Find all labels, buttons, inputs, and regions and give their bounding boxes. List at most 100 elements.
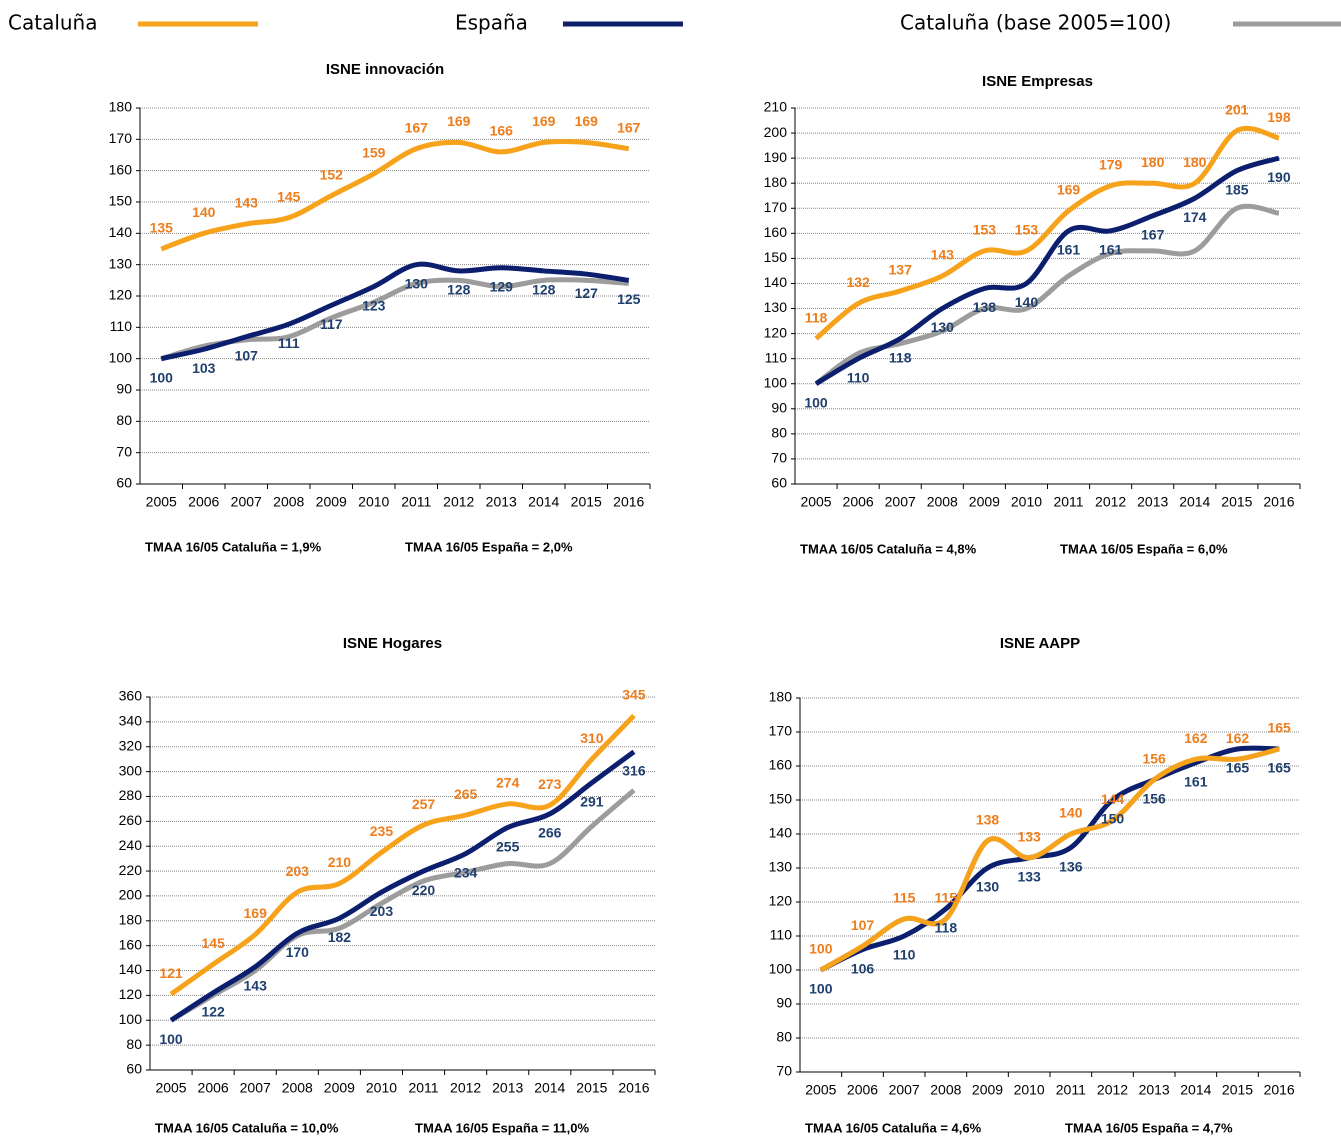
chart-title: ISNE Hogares: [343, 635, 442, 652]
data-label: 153: [1015, 222, 1039, 238]
data-label: 143: [931, 247, 955, 263]
data-label: 257: [412, 796, 436, 812]
x-tick-label: 2012: [450, 1080, 481, 1096]
data-label: 100: [150, 369, 174, 385]
y-tick-label: 80: [776, 1029, 792, 1045]
data-label: 162: [1226, 730, 1250, 746]
legend-label: Cataluña: [8, 11, 97, 35]
data-label: 123: [362, 297, 386, 313]
y-tick-label: 80: [126, 1036, 142, 1052]
y-tick-label: 100: [109, 349, 133, 365]
data-label: 166: [490, 123, 514, 139]
data-label: 266: [538, 825, 562, 841]
y-tick-label: 160: [769, 757, 793, 773]
data-label: 118: [805, 309, 828, 325]
series-line: [814, 125, 1280, 341]
x-tick-label: 2008: [282, 1080, 313, 1096]
data-label: 180: [1141, 154, 1165, 170]
data-label: 169: [244, 905, 268, 921]
y-tick-label: 360: [119, 688, 143, 704]
data-label: 310: [580, 730, 604, 746]
data-label: 265: [454, 786, 478, 802]
data-label: 145: [201, 935, 225, 951]
y-tick-label: 180: [769, 689, 793, 705]
x-tick-label: 2007: [231, 494, 262, 510]
x-tick-label: 2012: [443, 494, 474, 510]
data-label: 100: [804, 394, 828, 410]
x-tick-label: 2015: [1221, 494, 1252, 510]
data-label: 169: [1057, 181, 1081, 197]
data-label: 140: [1015, 294, 1039, 310]
x-tick-label: 2015: [571, 494, 602, 510]
y-tick-label: 150: [769, 791, 793, 807]
data-label: 100: [809, 981, 833, 997]
data-label: 203: [370, 903, 394, 919]
data-label: 110: [893, 947, 916, 963]
y-tick-label: 150: [109, 193, 133, 209]
y-tick-label: 90: [776, 995, 792, 1011]
x-tick-label: 2016: [1264, 1082, 1295, 1098]
data-label: 107: [851, 917, 875, 933]
x-tick-label: 2006: [843, 494, 874, 510]
series-line: [169, 788, 636, 1023]
data-label: 144: [1101, 791, 1125, 807]
legend-label: España: [455, 11, 528, 35]
x-tick-label: 2009: [324, 1080, 355, 1096]
data-label: 316: [622, 762, 646, 778]
series-line: [814, 203, 1280, 386]
data-label: 190: [1267, 169, 1291, 185]
y-tick-label: 140: [769, 825, 793, 841]
data-label: 132: [846, 274, 870, 290]
y-tick-label: 160: [119, 936, 143, 952]
data-label: 100: [809, 941, 833, 957]
data-label: 235: [370, 823, 394, 839]
data-label: 179: [1099, 156, 1123, 172]
data-label: 210: [328, 854, 352, 870]
x-tick-label: 2008: [930, 1082, 961, 1098]
x-tick-label: 2014: [528, 494, 559, 510]
data-label: 167: [1141, 226, 1165, 242]
data-label: 143: [244, 978, 268, 994]
data-label: 156: [1142, 750, 1166, 766]
series-line: [819, 746, 1280, 973]
data-label: 136: [1059, 858, 1083, 874]
series-line: [160, 277, 629, 362]
x-tick-label: 2007: [885, 494, 916, 510]
y-tick-label: 220: [119, 862, 143, 878]
y-tick-label: 110: [765, 349, 788, 365]
x-tick-label: 2006: [198, 1080, 229, 1096]
y-tick-label: 70: [771, 450, 787, 466]
y-tick-label: 180: [119, 912, 143, 928]
x-tick-label: 2016: [1263, 494, 1294, 510]
y-tick-label: 180: [764, 174, 788, 190]
y-tick-label: 130: [769, 859, 793, 875]
data-label: 165: [1267, 760, 1291, 776]
x-tick-label: 2008: [273, 494, 304, 510]
x-tick-label: 2005: [155, 1080, 186, 1096]
y-tick-label: 190: [764, 149, 788, 165]
data-label: 159: [362, 145, 386, 161]
x-tick-label: 2014: [1179, 494, 1210, 510]
y-tick-label: 80: [771, 425, 787, 441]
data-label: 203: [286, 863, 310, 879]
data-label: 152: [320, 166, 344, 182]
data-label: 161: [1184, 773, 1208, 789]
y-tick-label: 90: [116, 381, 132, 397]
data-label: 125: [617, 291, 641, 307]
data-label: 135: [150, 220, 174, 236]
x-tick-label: 2012: [1095, 494, 1126, 510]
data-label: 133: [1017, 869, 1041, 885]
legend-label: Cataluña (base 2005=100): [900, 11, 1171, 35]
series-line: [169, 713, 636, 997]
data-label: 118: [935, 920, 958, 936]
data-label: 169: [447, 113, 471, 129]
data-label: 127: [575, 285, 599, 301]
x-tick-label: 2016: [618, 1080, 649, 1096]
y-tick-label: 110: [110, 318, 133, 334]
x-tick-label: 2011: [1053, 494, 1083, 510]
data-label: 170: [286, 944, 310, 960]
y-tick-label: 160: [109, 161, 133, 177]
chart-title: ISNE AAPP: [1000, 635, 1080, 652]
note: TMAA 16/05 España = 2,0%: [405, 539, 573, 554]
series-line: [819, 745, 1280, 973]
